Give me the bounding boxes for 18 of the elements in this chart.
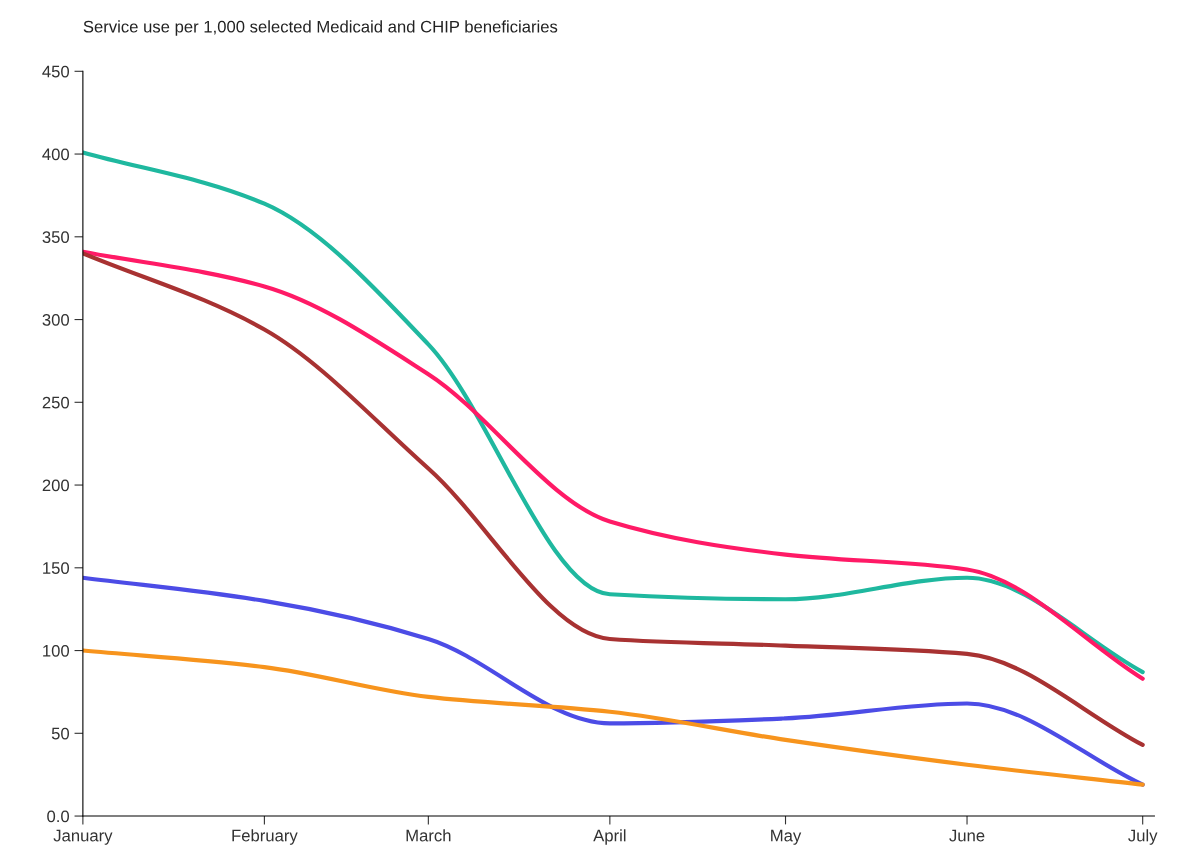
y-tick-label: 150 xyxy=(43,562,70,574)
x-tick-label: February xyxy=(232,829,298,845)
x-tick-label: January xyxy=(53,829,113,845)
y-tick-label: 450 xyxy=(42,65,70,78)
x-tick-label: April xyxy=(593,829,626,845)
y-tick-label: 200 xyxy=(42,479,70,492)
y-tick-label: 0.0 xyxy=(47,810,70,823)
y-tick-label: 400 xyxy=(42,148,70,161)
y-tick-label: 350 xyxy=(42,231,70,243)
x-tick-label: March xyxy=(406,829,451,842)
x-tick-label: June xyxy=(949,829,985,842)
y-tick-label: 100 xyxy=(43,644,70,657)
y-tick-label: 250 xyxy=(42,396,70,409)
x-tick-label: July xyxy=(1128,829,1158,845)
y-tick-label: 50 xyxy=(51,727,70,740)
chart-title: Service use per 1,000 selected Medicaid and CHIP beneficiaries xyxy=(83,20,558,36)
y-tick-label: 300 xyxy=(42,313,70,326)
x-tick-label: May xyxy=(771,829,802,845)
